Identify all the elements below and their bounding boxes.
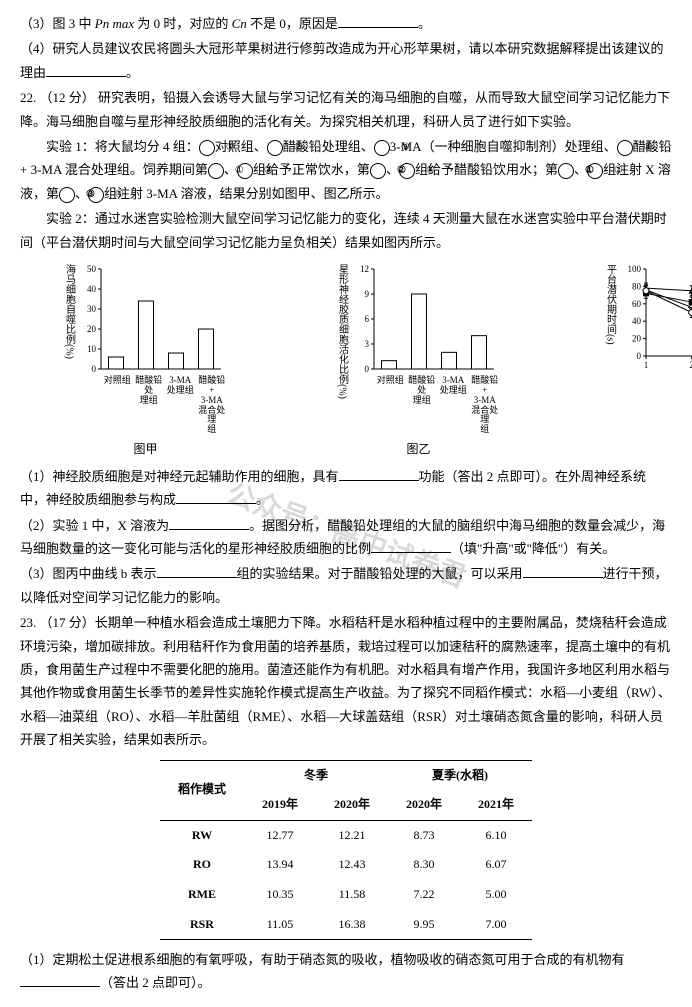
svg-text:0: 0 bbox=[365, 364, 370, 374]
table-row: RW12.7712.218.736.10 bbox=[160, 820, 532, 850]
q22-exp1: 实验 1：将大鼠均分 4 组：①对照组、②醋酸铅处理组、③3-MA（一种细胞自噬… bbox=[20, 135, 672, 205]
c4: ④ bbox=[399, 163, 415, 179]
q3-a: （3）图 3 中 bbox=[20, 16, 95, 31]
s2a: （2）实验 1 中，X 溶液为 bbox=[20, 518, 169, 533]
chart1-svg: 0 10 20 30 40 50 bbox=[76, 264, 226, 374]
chart-2: 星形神经胶质细胞活化比例(%) 0 3 6 9 12 对照组醋酸铅处理组3-MA处理组醋… bbox=[271, 264, 566, 461]
circ-3: ③ bbox=[374, 140, 390, 156]
c3: ③ bbox=[237, 163, 253, 179]
q22-exp2: 实验 2：通过水迷宫实验检测大鼠空间学习记忆能力的变化，连续 4 天测量大鼠在水… bbox=[20, 207, 672, 254]
fa: 、 bbox=[224, 162, 237, 177]
table-row: RME10.3511.587.225.00 bbox=[160, 880, 532, 910]
g2: 醋酸铅处理组、 bbox=[283, 139, 374, 154]
q22-head: 22. （12 分） 研究表明，铅摄入会诱导大鼠与学习记忆有关的海马细胞的自噬，… bbox=[20, 86, 672, 133]
q4-line: （4）研究人员建议农民将圆头大冠形苹果树进行修剪改造成为开心形苹果树，请以本研究… bbox=[20, 37, 672, 84]
svg-text:9: 9 bbox=[365, 289, 370, 299]
svg-text:12: 12 bbox=[360, 264, 369, 274]
svg-text:100: 100 bbox=[627, 264, 641, 274]
blank bbox=[46, 63, 126, 77]
chart1-title: 图甲 bbox=[133, 439, 157, 461]
c1: ① bbox=[208, 163, 224, 179]
chart-3: 平台潜伏期时间(s) 0204060801001234时间(天)abcd 图丙 bbox=[566, 264, 692, 461]
chart3-ylabel: 平台潜伏期时间(s) bbox=[605, 264, 616, 345]
svg-text:40: 40 bbox=[87, 284, 97, 294]
chart2-title: 图乙 bbox=[406, 439, 430, 461]
svg-text:40: 40 bbox=[632, 316, 642, 326]
fb: 组给予正常饮水，第 bbox=[253, 162, 370, 177]
blank bbox=[523, 564, 603, 578]
svg-text:6: 6 bbox=[365, 314, 370, 324]
s3a: （3）图丙中曲线 b 表示 bbox=[20, 566, 157, 581]
q3-c: 不是 0，原因是 bbox=[247, 16, 338, 31]
chart2-ylabel: 星形神经胶质细胞活化比例(%) bbox=[336, 264, 347, 399]
exp1-a: 实验 1：将大鼠均分 4 组： bbox=[46, 139, 199, 154]
s3b: 组的实验结果。对于醋酸铅处理的大鼠，可以采用 bbox=[237, 566, 523, 581]
circ-2: ② bbox=[267, 140, 283, 156]
charts-row: 海马细胞自噬比例(%) 01020304050 对照组醋酸铅处理组3-MA处理组… bbox=[20, 264, 672, 461]
q3-var1: Pn max bbox=[95, 16, 134, 31]
blank bbox=[338, 14, 418, 28]
table-row: RO13.9412.438.306.07 bbox=[160, 850, 532, 880]
svg-text:20: 20 bbox=[87, 324, 97, 334]
g1: 对照组、 bbox=[215, 139, 267, 154]
q3-b: 为 0 时，对应的 bbox=[134, 16, 232, 31]
th-summer: 夏季(水稻) bbox=[388, 760, 532, 790]
circ-4: ④ bbox=[617, 140, 633, 156]
blank bbox=[20, 973, 100, 987]
c3b: ③ bbox=[59, 187, 75, 203]
watermark-section: （1）神经胶质细胞是对神经元起辅助作用的细胞，具有功能（答出 2 点即可）。在外… bbox=[20, 465, 672, 609]
g3: 3-MA（一种细胞自噬抑制剂）处理组、 bbox=[390, 139, 617, 154]
q231a: （1）定期松土促进根系细胞的有氧呼吸，有助于硝态氮的吸收，植物吸收的硝态氮可用于… bbox=[20, 952, 625, 967]
svg-text:30: 30 bbox=[87, 304, 97, 314]
c1b: ① bbox=[558, 163, 574, 179]
q3-tail: 。 bbox=[418, 16, 431, 31]
q231b: （答出 2 点即可）。 bbox=[100, 975, 211, 990]
svg-text:0: 0 bbox=[636, 351, 641, 361]
chart1-ylabel: 海马细胞自噬比例(%) bbox=[63, 264, 74, 359]
c4b: ④ bbox=[88, 187, 104, 203]
svg-text:10: 10 bbox=[87, 344, 97, 354]
svg-text:60: 60 bbox=[632, 299, 642, 309]
c2b: ② bbox=[587, 163, 603, 179]
table-row: RSR11.0516.389.957.00 bbox=[160, 910, 532, 940]
chart-1: 海马细胞自噬比例(%) 0 10 20 30 40 50 对照组醋酸铅处理组3-MA处理组… bbox=[20, 264, 271, 461]
svg-text:1: 1 bbox=[643, 360, 648, 370]
svg-text:0: 0 bbox=[92, 364, 97, 374]
chart3-svg: 0204060801001234时间(天)abcd bbox=[618, 264, 692, 374]
sub2: （2）实验 1 中，X 溶液为。据图分析，醋酸铅处理组的大鼠的脑组织中海马细胞的… bbox=[20, 514, 672, 561]
fe: 、 bbox=[574, 162, 587, 177]
data-table: 稻作模式 冬季 夏季(水稻) 2019年2020年2020年2021年 RW12… bbox=[160, 760, 532, 941]
s1a: （1）神经胶质细胞是对神经元起辅助作用的细胞，具有 bbox=[20, 469, 339, 484]
svg-text:3: 3 bbox=[365, 339, 370, 349]
sub1: （1）神经胶质细胞是对神经元起辅助作用的细胞，具有功能（答出 2 点即可）。在外… bbox=[20, 465, 672, 512]
circ-1: ① bbox=[199, 140, 215, 156]
svg-text:80: 80 bbox=[632, 281, 642, 291]
blank bbox=[169, 516, 249, 530]
q4-tail: 。 bbox=[126, 65, 139, 80]
tbody: RW12.7712.218.736.10RO13.9412.438.306.07… bbox=[160, 820, 532, 939]
th-mode: 稻作模式 bbox=[160, 760, 244, 820]
blank bbox=[339, 467, 419, 481]
chart1-xlabels: 对照组醋酸铅处理组3-MA处理组醋酸铅+3-MA混合处理组 bbox=[76, 376, 227, 435]
fg: 、 bbox=[75, 186, 88, 201]
fh: 组注射 3-MA 溶液，结果分别如图甲、图乙所示。 bbox=[104, 186, 389, 201]
chart2-svg: 0 3 6 9 12 bbox=[349, 264, 499, 374]
sub3: （3）图丙中曲线 b 表示组的实验结果。对于醋酸铅处理的大鼠，可以采用进行干预，… bbox=[20, 562, 672, 609]
s2c: （填"升高"或"降低"）有关。 bbox=[451, 541, 615, 556]
svg-text:20: 20 bbox=[632, 334, 642, 344]
s1t: 。 bbox=[256, 492, 269, 507]
fc: 、 bbox=[386, 162, 399, 177]
q3-line: （3）图 3 中 Pn max 为 0 时，对应的 Cn 不是 0，原因是 。 bbox=[20, 12, 672, 35]
blank bbox=[157, 564, 237, 578]
c2: ② bbox=[370, 163, 386, 179]
chart2-xlabels: 对照组醋酸铅处理组3-MA处理组醋酸铅+3-MA混合处理组 bbox=[349, 376, 500, 435]
blank bbox=[176, 490, 256, 504]
fd: 组给予醋酸铅饮用水；第 bbox=[415, 162, 558, 177]
q23-1: （1）定期松土促进根系细胞的有氧呼吸，有助于硝态氮的吸收，植物吸收的硝态氮可用于… bbox=[20, 948, 672, 995]
q23-head: 23. （17 分）长期单一种植水稻会造成土壤肥力下降。水稻秸秆是水稻种植过程中… bbox=[20, 611, 672, 751]
svg-text:50: 50 bbox=[87, 264, 97, 274]
blank bbox=[371, 539, 451, 553]
q3-var2: Cn bbox=[232, 16, 247, 31]
th-winter: 冬季 bbox=[244, 760, 388, 790]
